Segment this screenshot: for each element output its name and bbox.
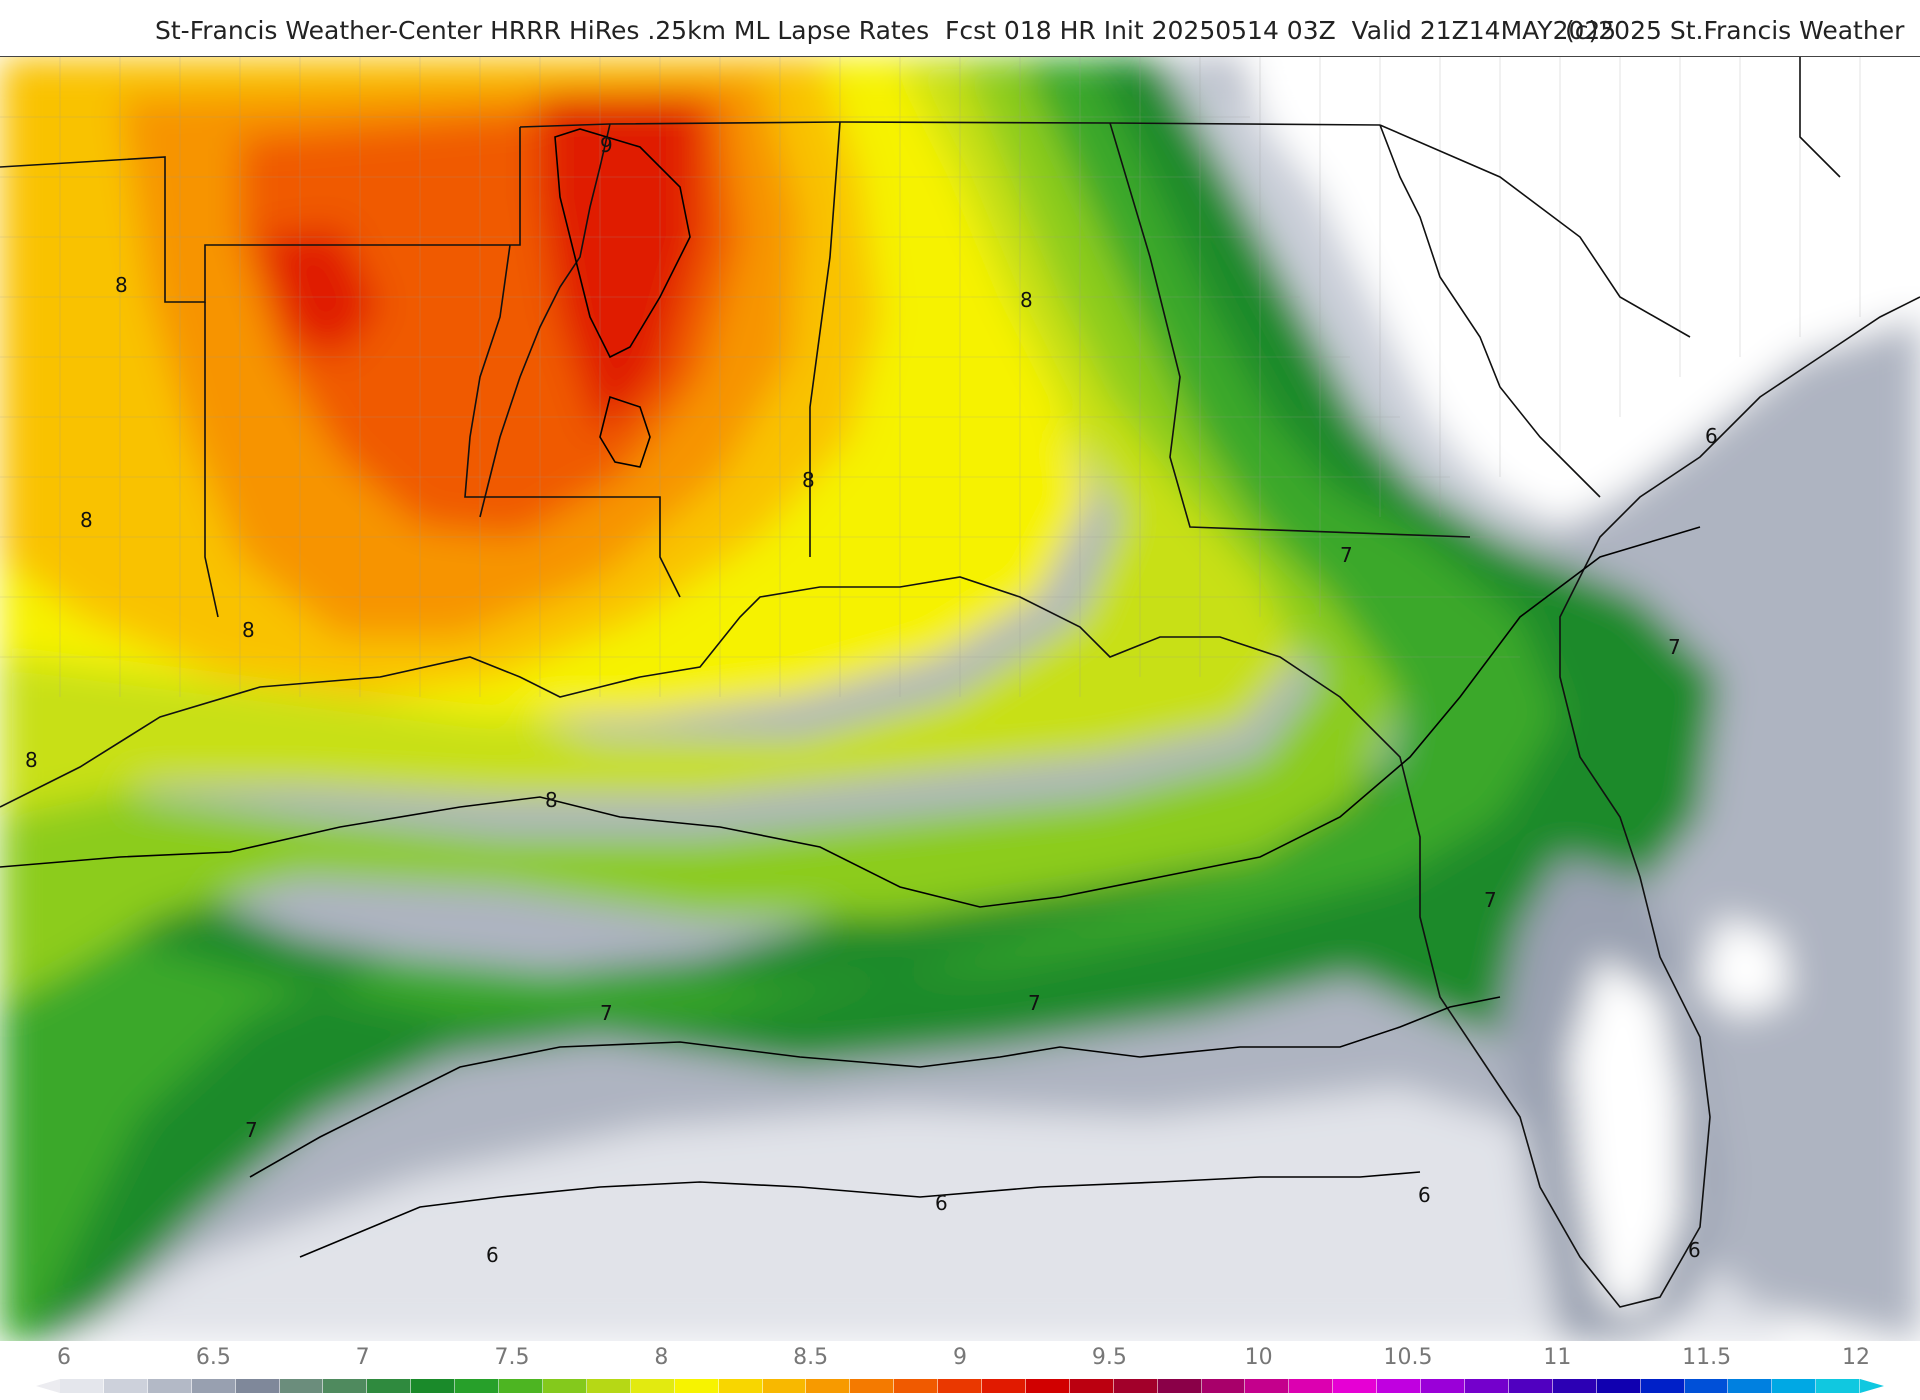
contour-label: 6	[1705, 424, 1718, 448]
contour-label: 7	[1484, 888, 1497, 912]
contour-label: 7	[1668, 635, 1681, 659]
colorbar	[60, 1379, 1861, 1393]
state-boundaries	[0, 57, 1920, 1308]
legend-tick-label: 9.5	[1091, 1345, 1127, 1370]
colorbar-swatch	[1113, 1379, 1158, 1393]
colorbar-swatch	[1421, 1379, 1465, 1393]
colorbar-swatch	[191, 1379, 236, 1393]
lapse-rate-map[interactable]: 9 8 8 8 8 8 8 8 7 7 7 7 7 6 6 6 6 6 7	[0, 56, 1920, 1343]
colorbar-swatch	[938, 1379, 983, 1393]
colorbar-swatch	[1728, 1379, 1773, 1393]
colorbar-swatch	[1772, 1379, 1817, 1393]
contour-label: 7	[600, 1001, 613, 1025]
colorbar-swatch	[235, 1379, 280, 1393]
contour-label: 9	[600, 133, 613, 157]
contour-label: 8	[545, 788, 558, 812]
colorbar-swatch	[1025, 1379, 1070, 1393]
legend-tick-label: 9	[953, 1345, 967, 1370]
colorbar-swatch	[103, 1379, 148, 1393]
colorbar-swatch	[674, 1379, 719, 1393]
title-bar: St-Francis Weather-Center HRRR HiRes .25…	[0, 0, 1920, 56]
colorbar-swatch	[60, 1379, 104, 1393]
colorbar-swatch	[718, 1379, 763, 1393]
contour-label: 8	[80, 508, 93, 532]
colorbar-swatch	[1333, 1379, 1378, 1393]
contour-label: 6	[1688, 1238, 1701, 1262]
colorbar-swatch	[279, 1379, 324, 1393]
colorbar-swatch	[1552, 1379, 1597, 1393]
colorbar-swatch	[894, 1379, 939, 1393]
colorbar-swatch	[147, 1379, 192, 1393]
legend-tick-label: 7	[355, 1345, 370, 1370]
legend-tick-label: 8.5	[793, 1345, 829, 1370]
legend-tick-label: 7.5	[494, 1345, 530, 1370]
colorbar-right-arrow	[1860, 1379, 1884, 1393]
credit-text: (c)2025 St.Francis Weather	[1565, 16, 1905, 45]
legend-tick-label: 10	[1244, 1345, 1273, 1370]
colorbar-swatch	[1245, 1379, 1290, 1393]
colorbar-swatch	[1640, 1379, 1685, 1393]
contour-label: 7	[1028, 991, 1041, 1015]
colorbar-swatch	[1289, 1379, 1334, 1393]
colorbar-swatch	[806, 1379, 851, 1393]
contour-label: 7	[245, 1118, 258, 1142]
colorbar-swatch	[1684, 1379, 1729, 1393]
contour-label: 8	[1020, 288, 1033, 312]
colorbar-swatch	[411, 1379, 456, 1393]
contour-label: 6	[935, 1191, 948, 1215]
colorbar-swatch	[1816, 1379, 1861, 1393]
legend-tick-label: 10.5	[1383, 1345, 1433, 1370]
colorbar-swatch	[1596, 1379, 1641, 1393]
legend-tick-label: 11.5	[1682, 1345, 1732, 1370]
contour-label: 7	[1340, 543, 1353, 567]
contour-label-group: 9 8 8 8 8 8 8 8 7 7 7 7 7 6 6 6 6 6 7	[25, 133, 1718, 1267]
colorbar-swatch	[1465, 1379, 1509, 1393]
contour-label: 6	[1418, 1183, 1431, 1207]
legend-tick-label: 6.5	[195, 1345, 231, 1370]
colorbar-left-arrow	[36, 1379, 60, 1393]
legend-tick-label: 11	[1543, 1345, 1572, 1370]
contour-lines	[0, 128, 1701, 1258]
colorbar-swatch	[323, 1379, 368, 1393]
map-title: St-Francis Weather-Center HRRR HiRes .25…	[155, 16, 1617, 45]
color-legend: 6 6.5 7 7.5 8 8.5 9 9.5 10 10.5 11 11.5 12	[0, 1341, 1920, 1400]
colorbar-swatch	[499, 1379, 543, 1393]
contour-label: 8	[242, 618, 255, 642]
colorbar-swatch	[586, 1379, 631, 1393]
contour-label: 8	[25, 748, 38, 772]
colorbar-swatch	[455, 1379, 500, 1393]
legend-tick-label: 8	[654, 1345, 669, 1370]
county-lines	[0, 57, 1861, 697]
colorbar-swatch	[1157, 1379, 1202, 1393]
colorbar-swatch	[982, 1379, 1026, 1393]
colorbar-swatch	[1377, 1379, 1422, 1393]
colorbar-swatch	[542, 1379, 587, 1393]
colorbar-swatch	[367, 1379, 412, 1393]
contour-label: 8	[802, 468, 815, 492]
colorbar-swatch	[630, 1379, 675, 1393]
legend-tick-label: 12	[1842, 1345, 1870, 1370]
map-canvas: 9 8 8 8 8 8 8 8 7 7 7 7 7 6 6 6 6 6 7	[0, 57, 1920, 1342]
legend-tick-label: 6	[57, 1345, 71, 1370]
contour-label: 8	[115, 273, 128, 297]
colorbar-swatch	[1508, 1379, 1553, 1393]
contour-label: 6	[486, 1243, 499, 1267]
colorbar-swatch	[1069, 1379, 1114, 1393]
colorbar-swatch	[762, 1379, 807, 1393]
colorbar-swatch	[850, 1379, 895, 1393]
colorbar-swatch	[1201, 1379, 1246, 1393]
